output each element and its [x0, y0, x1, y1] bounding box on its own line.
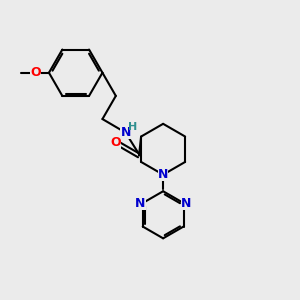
- Text: N: N: [135, 196, 146, 209]
- Text: O: O: [30, 66, 41, 79]
- Text: N: N: [158, 168, 168, 181]
- Text: N: N: [181, 196, 191, 209]
- Text: H: H: [128, 122, 137, 132]
- Text: N: N: [120, 126, 131, 139]
- Text: O: O: [110, 136, 121, 149]
